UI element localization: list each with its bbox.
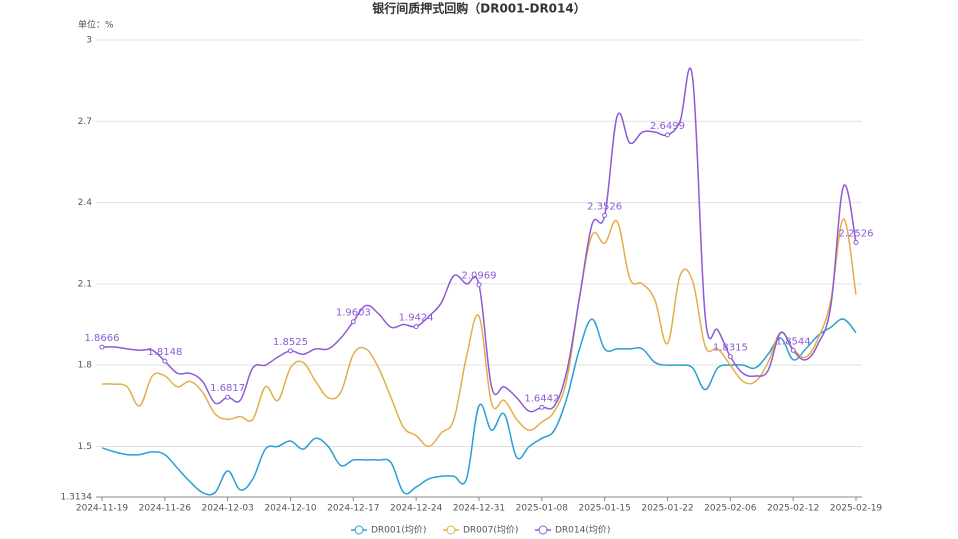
data-label: 2.3526 — [587, 201, 622, 212]
point-marker — [99, 344, 105, 350]
data-label: 1.8315 — [713, 343, 748, 354]
x-tick-label: 2025-01-15 — [579, 504, 631, 514]
x-tick-label: 2025-02-06 — [704, 504, 757, 514]
data-label: 2.6499 — [650, 121, 685, 132]
point-marker — [853, 240, 859, 246]
legend-label: DR007(均价) — [463, 524, 518, 536]
legend-marker — [354, 525, 364, 535]
data-label: 1.6817 — [210, 383, 245, 394]
x-tick-label: 2024-12-10 — [264, 504, 317, 514]
point-marker — [790, 347, 796, 353]
y-tick-label: 2.1 — [78, 279, 92, 289]
data-label: 1.8666 — [85, 333, 120, 344]
series-line — [101, 67, 857, 413]
data-label: 2.2526 — [839, 229, 874, 240]
x-tick-label: 2024-12-31 — [453, 504, 505, 514]
x-tick-label: 2025-01-22 — [641, 504, 693, 514]
data-label: 1.8148 — [147, 347, 182, 358]
chart-title: 银行间质押式回购（DR001-DR014） — [372, 1, 585, 16]
legend-label: DR014(均价) — [555, 524, 610, 536]
point-marker — [413, 324, 419, 330]
unit-label: 单位：% — [78, 19, 114, 31]
point-marker — [727, 354, 733, 360]
data-label: 2.0969 — [462, 271, 497, 282]
legend-marker — [446, 525, 456, 535]
data-label: 1.8544 — [776, 336, 811, 347]
y-tick-label: 1.8 — [78, 361, 93, 371]
point-marker — [162, 358, 168, 364]
point-marker — [225, 394, 231, 400]
y-tick-label: 2.7 — [78, 117, 92, 127]
y-tick-label: 1.3134 — [61, 493, 93, 503]
point-marker — [665, 132, 670, 138]
data-label: 1.6442 — [524, 393, 559, 404]
data-label: 1.9603 — [336, 308, 371, 319]
point-marker — [350, 319, 356, 325]
x-tick-label: 2025-01-08 — [516, 504, 569, 514]
point-marker — [539, 404, 545, 410]
series-line — [101, 218, 857, 448]
x-tick-label: 2024-12-24 — [390, 504, 443, 514]
x-tick-label: 2025-02-19 — [830, 504, 883, 514]
y-tick-label: 3 — [86, 36, 92, 46]
x-tick-label: 2024-11-26 — [139, 504, 192, 514]
x-tick-label: 2024-11-19 — [76, 504, 129, 514]
data-label: 1.9424 — [399, 313, 434, 324]
y-tick-label: 1.5 — [78, 442, 92, 452]
data-label: 1.8525 — [273, 337, 308, 348]
x-tick-label: 2024-12-17 — [327, 504, 379, 514]
legend-label: DR001(均价) — [371, 524, 426, 536]
point-marker — [288, 348, 293, 354]
point-marker — [602, 212, 608, 218]
point-marker — [476, 282, 482, 288]
x-tick-label: 2025-02-12 — [767, 504, 819, 514]
x-tick-label: 2024-12-03 — [202, 504, 254, 514]
legend-marker — [538, 525, 548, 535]
y-tick-label: 2.4 — [78, 198, 93, 208]
